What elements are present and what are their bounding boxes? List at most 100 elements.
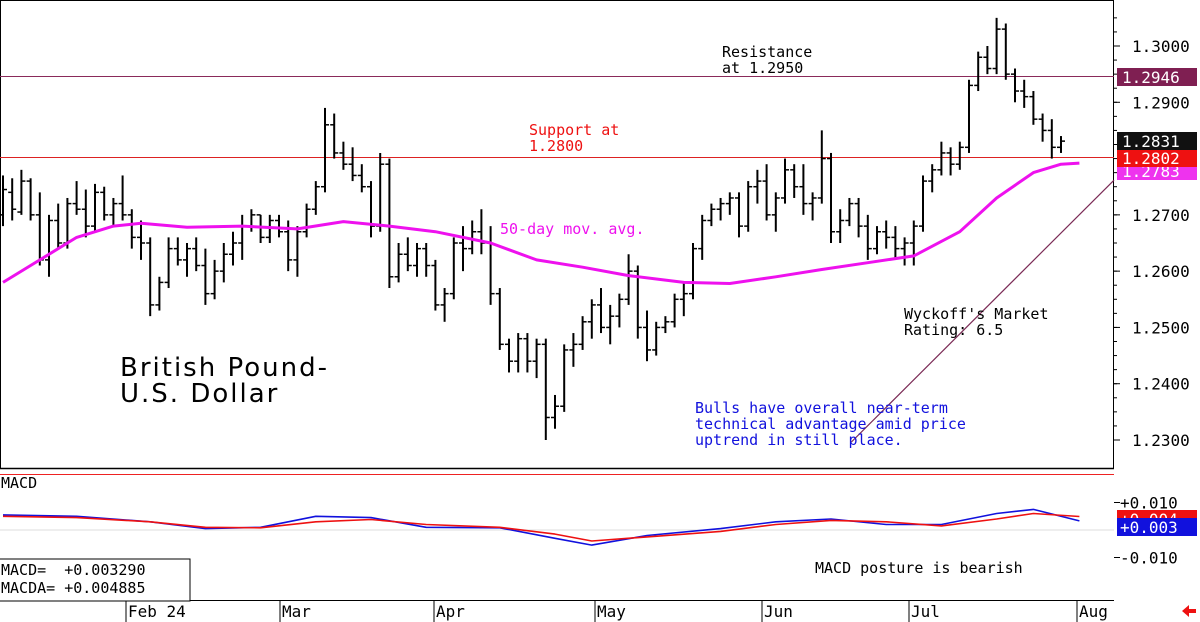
price-bar (394, 243, 403, 283)
date-axis-label: Feb 24 (128, 602, 186, 621)
price-bar (836, 209, 845, 243)
price-bar (229, 231, 237, 266)
price-bar (81, 189, 90, 238)
price-bar (17, 169, 26, 215)
price-bar (210, 259, 219, 300)
macd-readout-value: MACD= +0.003290 (1, 561, 146, 579)
chart-title-line-1: British Pound- (120, 353, 329, 383)
bulls-note-line-1: Bulls have overall near-term (695, 399, 948, 417)
price-bars (0, 17, 1065, 440)
price-bar (431, 259, 440, 311)
price-bar (753, 169, 762, 204)
moving-average-label: 50-day mov. avg. (500, 220, 645, 238)
price-bar (716, 197, 725, 221)
price-bar (495, 288, 504, 350)
price-axis-label: 1.2400 (1132, 375, 1190, 394)
price-bar (661, 316, 670, 334)
price-bar (505, 338, 513, 373)
price-bar (1020, 79, 1029, 108)
price-bar (247, 209, 256, 232)
price-bar (238, 214, 247, 260)
price-bar (311, 181, 320, 215)
price-bar (514, 333, 523, 373)
price-bar (192, 237, 201, 272)
price-bar (1038, 113, 1047, 142)
wyckoff-rating-line-2: Rating: 6.5 (904, 321, 1003, 339)
price-axis-label: 1.2900 (1132, 93, 1190, 112)
macd-tag-label: +0.003 (1120, 518, 1178, 537)
price-bar (127, 209, 136, 249)
price-bar (403, 237, 412, 272)
macd-panel: +0.010-0.010+0.004+0.003 (0, 494, 1197, 568)
wyckoff-rating-line-1: Wyckoff's Market (904, 305, 1049, 323)
support-annotation-line-1: Support at (529, 121, 619, 139)
uptrend-line (850, 179, 1115, 443)
horizontal-reference-lines (0, 76, 1114, 158)
price-tag-label: 1.2946 (1122, 68, 1180, 87)
price-bar (790, 164, 799, 198)
price-bar (45, 214, 53, 277)
price-bar (707, 203, 716, 227)
moving-average-line (2, 161, 1080, 285)
price-bar (781, 158, 789, 204)
macd-line (2, 508, 1080, 546)
date-axis-label: Aug (1079, 602, 1108, 621)
price-bar (744, 181, 753, 232)
price-tag-label: 1.2802 (1122, 149, 1180, 168)
macda-readout-value: MACDA= +0.004885 (1, 579, 146, 597)
price-bar (817, 130, 826, 204)
price-bar (827, 152, 835, 243)
price-bar (164, 237, 173, 289)
price-bar (54, 203, 63, 249)
price-tag-box (1117, 132, 1197, 150)
price-bar (551, 394, 559, 429)
price-axis-label: 1.2700 (1132, 206, 1190, 225)
price-bar (919, 175, 927, 232)
price-bar (569, 333, 578, 367)
date-axis-label: May (597, 602, 626, 621)
price-bar (909, 220, 918, 266)
price-bar (891, 226, 900, 260)
scroll-left-arrow-icon[interactable] (1182, 605, 1196, 617)
support-annotation-line-2: 1.2800 (529, 137, 583, 155)
price-bar (330, 113, 339, 159)
price-bar (771, 192, 780, 232)
price-bar (486, 226, 495, 305)
price-bar (873, 226, 881, 255)
bulls-note-line-2: technical advantage amid price (695, 415, 966, 433)
date-axis-label: Apr (436, 602, 465, 621)
price-bar (845, 197, 854, 227)
price-bar (321, 107, 329, 193)
price-bar (652, 321, 661, 356)
chart-title-line-2: U.S. Dollar (120, 379, 279, 409)
price-bar (459, 226, 467, 272)
price-bar (357, 164, 366, 193)
price-bar (762, 164, 771, 221)
date-axis-label: Mar (282, 602, 311, 621)
price-bar (578, 316, 587, 350)
price-bar (183, 243, 191, 277)
price-bar (422, 243, 431, 277)
date-axis: Feb 24 Mar Apr May Jun Jul Aug (125, 601, 1108, 622)
price-bar (339, 141, 348, 170)
date-axis-label: Jun (764, 602, 793, 621)
price-bar (109, 197, 118, 227)
price-bar (440, 288, 449, 322)
resistance-annotation-line-2: at 1.2950 (722, 59, 803, 77)
price-bar (1011, 68, 1019, 103)
price-bar (974, 51, 983, 92)
price-bar (91, 183, 99, 232)
price-bar (118, 175, 127, 221)
price-bar (587, 299, 596, 339)
macd-axis-label: +0.010 (1120, 494, 1178, 513)
price-bar (477, 209, 486, 255)
price-bar (679, 282, 688, 317)
price-bar (615, 293, 624, 328)
price-bar (137, 220, 145, 260)
macd-readout-box (0, 558, 191, 602)
price-bar (72, 181, 81, 215)
price-bar (367, 181, 375, 238)
price-bar (928, 164, 937, 193)
